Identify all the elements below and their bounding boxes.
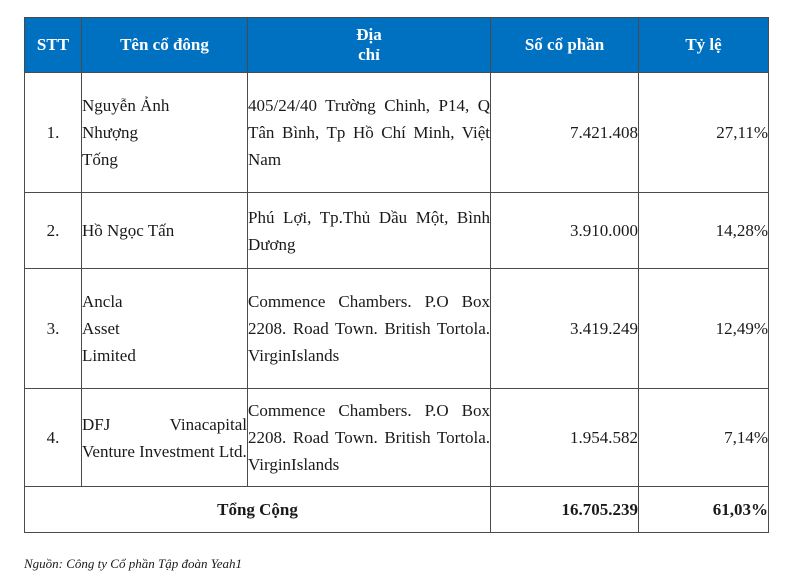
source-note: Nguồn: Công ty Cổ phần Tập đoàn Yeah1 [24, 556, 243, 571]
header-row: STT Tên cổ đông Địa chỉ Số cổ phần Tỷ lệ [24, 17, 769, 73]
total-ratio: 61,03% [638, 486, 769, 533]
row-address: Commence Chambers. P.O Box 2208. Road To… [247, 268, 491, 389]
row-name-line: Nhượng [82, 123, 138, 142]
header-address-line2: chỉ [358, 45, 380, 64]
table-row: 3. Ancla Asset Limited Commence Chambers… [24, 268, 769, 389]
row-ratio: 14,28% [638, 192, 769, 269]
row-address-text: Commence Chambers. P.O Box 2208. Road To… [248, 401, 490, 474]
row-stt: 1. [24, 72, 82, 193]
table-row: 2. Hồ Ngọc Tấn Phú Lợi, Tp.Thủ Dầu Một, … [24, 192, 769, 269]
table-header: STT Tên cổ đông Địa chỉ Số cổ phần Tỷ lệ [24, 17, 769, 73]
row-stt: 3. [24, 268, 82, 389]
row-name-line: Asset [82, 319, 120, 338]
row-name-line: DFJ Vinacapital Venture Investment Ltd. [82, 414, 247, 461]
header-ratio: Tỷ lệ [638, 17, 769, 73]
row-name-line: Ancla [82, 292, 123, 311]
row-ratio: 7,14% [638, 388, 769, 487]
row-shares: 3.419.249 [490, 268, 639, 389]
row-address: Phú Lợi, Tp.Thủ Dầu Một, Bình Dương [247, 192, 491, 269]
header-address-line1: Địa [356, 25, 382, 44]
total-label: Tổng Cộng [24, 486, 491, 533]
row-address: 405/24/40 Trường Chinh, P14, Q Tân Bình,… [247, 72, 491, 193]
table-body: 1. Nguyễn Ảnh Nhượng Tống 405/24/40 Trườ… [24, 72, 769, 533]
row-name-line: Hồ Ngọc Tấn [82, 221, 175, 240]
row-name-line: Nguyễn Ảnh [82, 96, 170, 115]
row-name-line: Limited [82, 346, 136, 365]
row-address-text: Commence Chambers. P.O Box 2208. Road To… [248, 292, 490, 365]
row-name: DFJ Vinacapital Venture Investment Ltd. [81, 388, 248, 487]
row-stt: 2. [24, 192, 82, 269]
row-name-line: Tống [82, 150, 118, 169]
header-address: Địa chỉ [247, 17, 491, 73]
row-address: Commence Chambers. P.O Box 2208. Road To… [247, 388, 491, 487]
table-row: 4. DFJ Vinacapital Venture Investment Lt… [24, 388, 769, 487]
row-shares: 3.910.000 [490, 192, 639, 269]
total-row: Tổng Cộng 16.705.239 61,03% [24, 486, 769, 533]
header-name: Tên cổ đông [81, 17, 248, 73]
header-shares: Số cổ phần [490, 17, 639, 73]
header-stt: STT [24, 17, 82, 73]
row-ratio: 12,49% [638, 268, 769, 389]
shareholder-table: STT Tên cổ đông Địa chỉ Số cổ phần Tỷ lệ… [24, 17, 769, 533]
row-name: Hồ Ngọc Tấn [81, 192, 248, 269]
row-address-text: Phú Lợi, Tp.Thủ Dầu Một, Bình Dương [248, 207, 490, 254]
row-name: Ancla Asset Limited [81, 268, 248, 389]
row-shares: 7.421.408 [490, 72, 639, 193]
row-address-text: 405/24/40 Trường Chinh, P14, Q Tân Bình,… [248, 96, 490, 169]
table-row: 1. Nguyễn Ảnh Nhượng Tống 405/24/40 Trườ… [24, 72, 769, 193]
row-shares: 1.954.582 [490, 388, 639, 487]
row-name: Nguyễn Ảnh Nhượng Tống [81, 72, 248, 193]
total-shares: 16.705.239 [490, 486, 639, 533]
row-stt: 4. [24, 388, 82, 487]
row-ratio: 27,11% [638, 72, 769, 193]
